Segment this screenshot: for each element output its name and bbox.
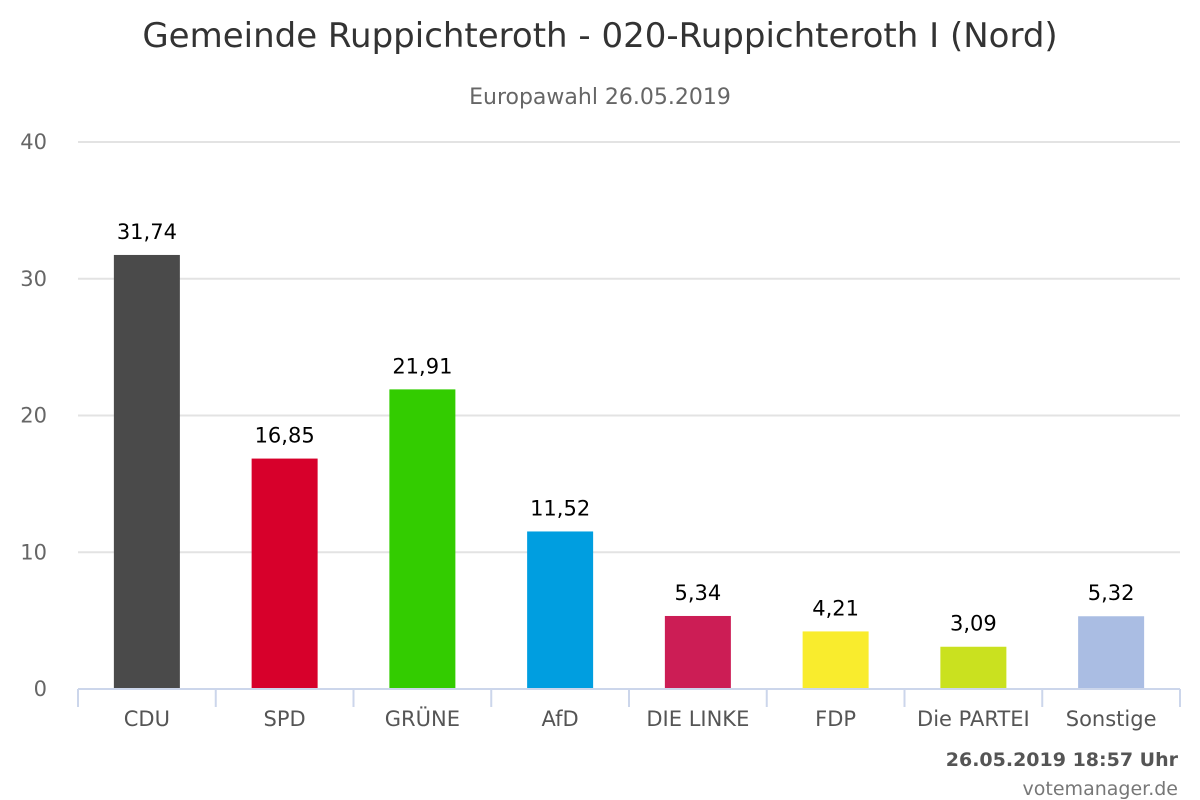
y-tick-label: 10 bbox=[20, 540, 47, 564]
data-label: 5,34 bbox=[674, 581, 721, 605]
x-tick-label: Sonstige bbox=[1066, 707, 1157, 731]
data-label: 21,91 bbox=[392, 354, 452, 378]
bar-fdp[interactable] bbox=[802, 631, 869, 689]
x-tick-label: DIE LINKE bbox=[646, 707, 749, 731]
bar-cdu[interactable] bbox=[113, 254, 180, 689]
bar-afd[interactable] bbox=[527, 531, 594, 689]
data-label: 31,74 bbox=[117, 220, 177, 244]
x-tick-label: AfD bbox=[542, 707, 579, 731]
bar-die-linke[interactable] bbox=[664, 615, 731, 689]
bar-spd[interactable] bbox=[251, 458, 318, 689]
bars bbox=[113, 254, 1145, 689]
bar-grüne[interactable] bbox=[389, 389, 456, 689]
x-tick-label: FDP bbox=[815, 707, 856, 731]
gridlines bbox=[78, 141, 1180, 554]
y-tick-label: 40 bbox=[20, 130, 47, 154]
data-label: 3,09 bbox=[950, 612, 997, 636]
bar-die-partei[interactable] bbox=[940, 646, 1007, 689]
data-label: 4,21 bbox=[812, 596, 859, 620]
credit-link[interactable]: votemanager.de bbox=[1023, 778, 1178, 800]
bar-sonstige[interactable] bbox=[1078, 616, 1145, 689]
data-labels: 31,74 16,85 21,91 11,52 5,34 4,21 3,09 5,32 bbox=[117, 220, 1135, 636]
x-tick-label: Die PARTEI bbox=[917, 707, 1030, 731]
x-tick-label: GRÜNE bbox=[385, 706, 460, 731]
x-tick-label: SPD bbox=[264, 707, 306, 731]
data-label: 11,52 bbox=[530, 496, 590, 520]
timestamp: 26.05.2019 18:57 Uhr bbox=[946, 749, 1179, 771]
y-axis-tick-labels: 0 10 20 30 40 bbox=[20, 130, 47, 701]
data-label: 5,32 bbox=[1088, 581, 1135, 605]
y-tick-label: 0 bbox=[34, 677, 47, 701]
x-tick-label: CDU bbox=[124, 707, 170, 731]
chart-title: Gemeinde Ruppichteroth - 020-Ruppichtero… bbox=[142, 16, 1057, 56]
y-tick-label: 20 bbox=[20, 404, 47, 428]
y-tick-label: 30 bbox=[20, 267, 47, 291]
chart-subtitle: Europawahl 26.05.2019 bbox=[469, 85, 731, 110]
x-axis: CDU SPD GRÜNE AfD DIE LINKE FDP Die PARTEI Sons… bbox=[77, 688, 1181, 731]
data-label: 16,85 bbox=[255, 424, 315, 448]
